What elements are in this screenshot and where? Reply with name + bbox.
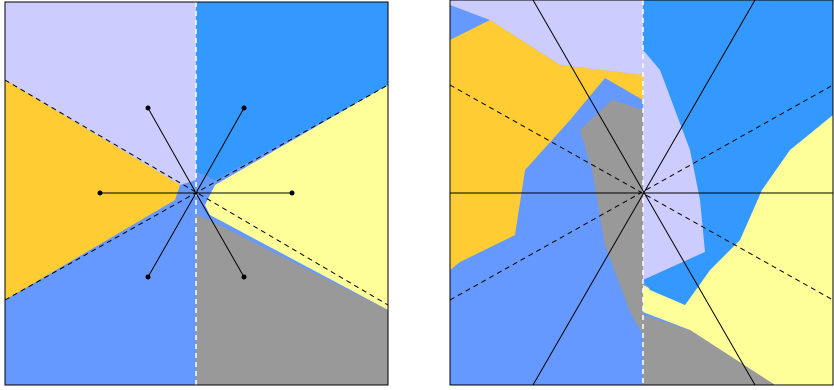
- left-panel: [4, 1, 389, 386]
- region: [580, 100, 643, 335]
- right-panel: [449, 0, 834, 386]
- region: [196, 2, 388, 180]
- spoke: [195, 192, 245, 278]
- region: [5, 2, 196, 185]
- region: [643, 0, 833, 252]
- frame: [4, 1, 389, 386]
- region: [643, 240, 740, 305]
- spokes: [100, 107, 292, 278]
- region: [450, 0, 643, 75]
- point: [289, 190, 295, 196]
- region: [5, 80, 180, 300]
- point: [145, 105, 151, 111]
- region: [643, 315, 775, 385]
- point: [145, 274, 151, 280]
- region: [205, 85, 388, 310]
- guide-line: [4, 79, 389, 306]
- point: [97, 190, 103, 196]
- point: [241, 105, 247, 111]
- points: [97, 105, 295, 280]
- spoke: [147, 192, 197, 278]
- spoke: [195, 107, 245, 194]
- axis-lines: [450, 0, 833, 386]
- axis-line: [532, 0, 756, 386]
- point: [241, 274, 247, 280]
- region: [450, 20, 643, 270]
- region: [196, 215, 388, 385]
- spoke: [147, 107, 197, 194]
- frame: [449, 0, 834, 386]
- region: [643, 50, 705, 280]
- region: [643, 115, 833, 385]
